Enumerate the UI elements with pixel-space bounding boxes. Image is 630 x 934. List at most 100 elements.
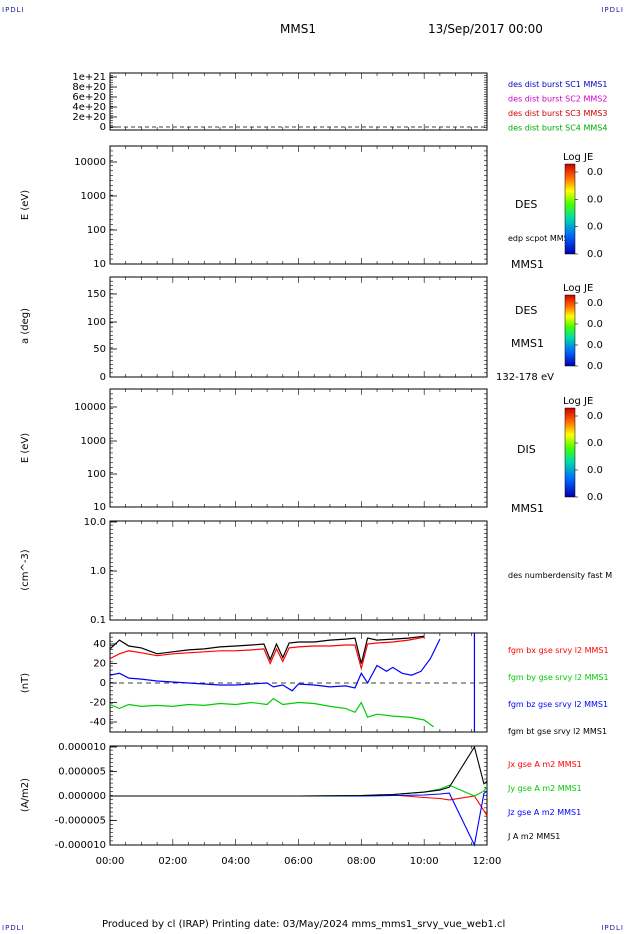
density-label: des numberdensity fast M	[508, 571, 612, 580]
panel-distribution-ytick: 1e+21	[72, 72, 106, 83]
panel-distribution-ytick: 4e+20	[72, 102, 106, 113]
time-tick-5: 10:00	[410, 856, 439, 867]
dis-energy-label-mms1: MMS1	[511, 502, 544, 515]
panel-des-pitch	[109, 276, 488, 378]
fgm-series-2	[109, 697, 434, 728]
distribution-legend-3: des dist burst SC3 MMS3	[508, 109, 607, 118]
dis-energy-label-dis: DIS	[517, 443, 536, 456]
density-ytick: 0.1	[90, 615, 106, 626]
distribution-legend-1: des dist burst SC1 MMS1	[508, 80, 607, 89]
panel-distribution-ytick: 8e+20	[72, 82, 106, 93]
des-pitch-colorbar-value: 0.0	[587, 340, 603, 351]
time-tick-3: 06:00	[284, 856, 313, 867]
fgm-ylabel: (nT)	[20, 673, 31, 693]
des-pitch-colorbar-title: Log JE	[563, 283, 593, 294]
des-pitch-ytick: 100	[87, 317, 106, 328]
dis-energy-colorbar-value: 0.0	[587, 492, 603, 503]
fgm-ytick: 0	[100, 678, 106, 689]
current-legend-1: Jx gse A m2 MMS1	[507, 760, 582, 769]
dis-energy-ytick: 100	[87, 469, 106, 480]
des-energy-colorbar-title: Log JE	[563, 152, 593, 163]
current-ylabel: (A/m2)	[20, 778, 31, 812]
des-energy-ytick: 100	[87, 225, 106, 236]
density-ytick: 1.0	[90, 566, 106, 577]
time-tick-6: 12:00	[473, 856, 502, 867]
corner-label-bottom-left: IPDLI	[2, 924, 25, 932]
dis-energy-colorbar-title: Log JE	[563, 396, 593, 407]
dis-energy-ytick: 10000	[74, 402, 106, 413]
panel-des-energy	[109, 145, 488, 265]
time-tick-4: 08:00	[347, 856, 376, 867]
fgm-ytick: -40	[90, 717, 106, 728]
des-energy-ytick: 10000	[74, 157, 106, 168]
fgm-legend-2: fgm by gse srvy l2 MMS1	[508, 673, 609, 682]
time-tick-2: 04:00	[221, 856, 250, 867]
dis-energy-colorbar-value: 0.0	[587, 411, 603, 422]
current-series-1	[110, 794, 488, 816]
fgm-legend-3: fgm bz gse srvy l2 MMS1	[508, 700, 608, 709]
current-ytick: -0.000010	[55, 840, 106, 851]
current-ytick: -0.000005	[55, 816, 106, 827]
corner-label-right: IPDLI	[601, 6, 624, 14]
des-energy-ylabel: E (eV)	[20, 190, 31, 220]
des-pitch-label-energy: 132-178 eV	[496, 372, 554, 383]
des-pitch-colorbar-value: 0.0	[587, 298, 603, 309]
panel-distribution-ytick: 0	[100, 122, 106, 133]
corner-label-bottom-right: IPDLI	[601, 924, 624, 932]
des-pitch-ytick: 150	[87, 289, 106, 300]
current-legend-4: J A m2 MMS1	[507, 832, 560, 841]
time-tick-1: 02:00	[158, 856, 187, 867]
panel-distribution-ytick: 6e+20	[72, 92, 106, 103]
current-ytick: 0.000010	[58, 742, 106, 753]
des-energy-colorbar-value: 0.0	[587, 167, 603, 178]
current-series-3	[110, 790, 488, 847]
dis-energy-colorbar-value: 0.0	[587, 438, 603, 449]
des-pitch-colorbar-value: 0.0	[587, 361, 603, 372]
footer-text: Produced by cl (IRAP) Printing date: 03/…	[102, 919, 506, 930]
des-pitch-ylabel: a (deg)	[20, 308, 31, 344]
des-pitch-colorbar-value: 0.0	[587, 319, 603, 330]
des-energy-colorbar-value: 0.0	[587, 222, 603, 233]
fgm-legend-1: fgm bx gse srvy l2 MMS1	[508, 646, 609, 655]
dis-energy-ylabel: E (eV)	[20, 433, 31, 463]
density-ylabel: (cm^-3)	[20, 549, 31, 590]
dis-energy-colorbar	[564, 407, 576, 498]
des-energy-label-des: DES	[515, 198, 537, 211]
des-energy-colorbar-value: 0.0	[587, 249, 603, 260]
fgm-ytick: 20	[93, 659, 106, 670]
current-ytick: 0.000005	[58, 767, 106, 778]
fgm-series-4	[109, 635, 425, 664]
distribution-legend-4: des dist burst SC4 MMS4	[508, 124, 607, 133]
current-legend-3: Jz gse A m2 MMS1	[507, 808, 581, 817]
time-tick-0: 00:00	[96, 856, 125, 867]
panel-fgm	[109, 632, 488, 733]
fgm-series-1	[109, 636, 425, 671]
date-title: 13/Sep/2017 00:00	[428, 22, 543, 36]
dis-energy-colorbar-value: 0.0	[587, 465, 603, 476]
des-energy-label-mms1: MMS1	[511, 258, 544, 271]
des-energy-ytick: 10	[93, 259, 106, 270]
fgm-ytick: -20	[90, 698, 106, 709]
fgm-ytick: 40	[93, 639, 106, 650]
fgm-legend-4: fgm bt gse srvy l2 MMS1	[508, 727, 607, 736]
des-pitch-ytick: 0	[100, 372, 106, 383]
spacecraft-title: MMS1	[280, 22, 316, 36]
current-legend-2: Jy gse A m2 MMS1	[507, 784, 582, 793]
des-energy-ytick: 1000	[81, 191, 106, 202]
density-ytick: 10.0	[84, 517, 106, 528]
panel-distribution-ytick: 2e+20	[72, 112, 106, 123]
des-pitch-ytick: 50	[93, 344, 106, 355]
current-ytick: 0.000000	[58, 791, 106, 802]
current-series-4	[110, 745, 488, 797]
des-pitch-label-des: DES	[515, 304, 537, 317]
fgm-series-3	[109, 638, 441, 692]
des-energy-colorbar-value: 0.0	[587, 194, 603, 205]
panel-density	[109, 520, 488, 621]
des-energy-label-scpot: edp scpot MMS1	[508, 234, 574, 243]
des-pitch-colorbar	[564, 294, 576, 367]
dis-energy-ytick: 1000	[81, 436, 106, 447]
des-energy-colorbar	[564, 163, 576, 255]
dis-energy-ytick: 10	[93, 502, 106, 513]
distribution-legend-2: des dist burst SC2 MMS2	[508, 95, 607, 104]
